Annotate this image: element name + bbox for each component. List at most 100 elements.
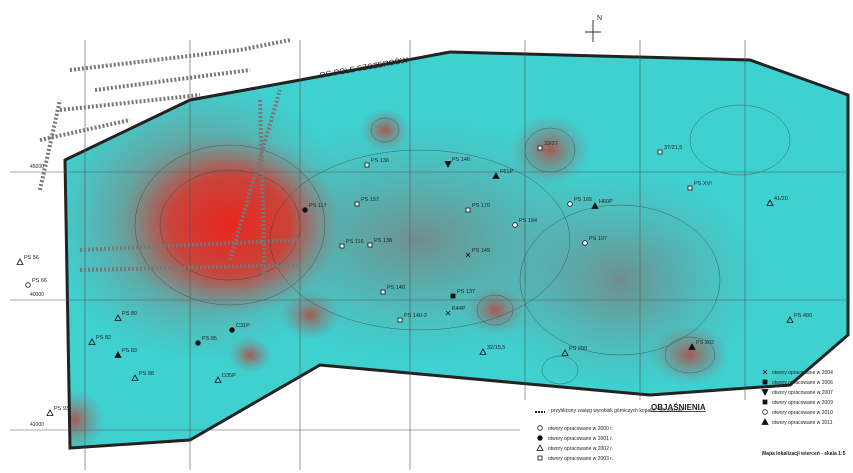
symbol bbox=[537, 435, 543, 441]
symbol bbox=[762, 399, 768, 405]
borehole-label: PS 80 bbox=[122, 311, 137, 317]
symbol bbox=[582, 240, 588, 246]
symbol bbox=[25, 282, 31, 288]
borehole-label: PS 157 bbox=[361, 197, 379, 203]
symbol bbox=[657, 149, 663, 155]
symbol bbox=[88, 338, 96, 345]
borehole-label: PS 165 bbox=[574, 197, 592, 203]
grid-label: 41000 bbox=[30, 422, 44, 428]
symbol bbox=[761, 389, 769, 396]
symbol bbox=[367, 242, 373, 248]
symbol bbox=[444, 161, 452, 168]
symbol bbox=[536, 444, 544, 451]
borehole-label: 33/27 bbox=[544, 141, 558, 147]
symbol bbox=[131, 374, 139, 381]
legend-entry: otwory opracowane w 2000 r. bbox=[548, 426, 613, 432]
symbol bbox=[195, 340, 201, 346]
borehole-label: 37/21,5 bbox=[664, 145, 682, 151]
symbol bbox=[46, 409, 54, 416]
symbol bbox=[465, 207, 471, 213]
borehole-label: PS 146 bbox=[452, 157, 470, 163]
grid-label: 45000 bbox=[30, 164, 44, 170]
borehole-label: PS 194 bbox=[519, 218, 537, 224]
symbol bbox=[229, 327, 235, 333]
legend-entry: otwory opracowane w 2009 bbox=[772, 400, 833, 406]
borehole-label: PS 200 bbox=[569, 346, 587, 352]
symbol bbox=[762, 379, 768, 385]
borehole-label: K44P bbox=[452, 306, 466, 312]
symbol bbox=[114, 351, 122, 358]
symbol bbox=[492, 172, 500, 179]
symbol bbox=[479, 348, 487, 355]
legend-box bbox=[520, 400, 760, 470]
borehole-label: PS 140 bbox=[387, 285, 405, 291]
symbol bbox=[114, 314, 122, 321]
borehole-label: PS 82 bbox=[96, 335, 111, 341]
borehole-label: PS 88 bbox=[139, 371, 154, 377]
legend-entry: otwory opracowane w 2007 bbox=[772, 390, 833, 396]
legend-entry: otwory opracowane w 2003 r. bbox=[548, 456, 613, 462]
symbol bbox=[512, 222, 518, 228]
legend-entry: otwory opracowane w 2001 r. bbox=[548, 436, 613, 442]
borehole-label: PS 93 bbox=[54, 406, 69, 412]
borehole-label: C31P bbox=[236, 323, 250, 329]
borehole-label: PS 490 bbox=[794, 313, 812, 319]
symbol bbox=[450, 293, 456, 299]
borehole-label: PS 136 bbox=[371, 158, 389, 164]
borehole-label: PS 137 bbox=[457, 289, 475, 295]
borehole-label: D35P bbox=[222, 373, 236, 379]
symbol bbox=[766, 199, 774, 206]
legend-entry: otwory opracowane w 2006 bbox=[772, 380, 833, 386]
borehole-label: 32/15,5 bbox=[487, 345, 505, 351]
borehole-label: PS 197 bbox=[589, 236, 607, 242]
borehole-label: PS 149 bbox=[472, 248, 490, 254]
borehole-label: PS 85 bbox=[202, 336, 217, 342]
legend-note: - przybliżony zasięg wyrobisk górniczych… bbox=[548, 408, 685, 414]
borehole-label: PS XVI bbox=[694, 181, 712, 187]
borehole-label: F61P bbox=[500, 169, 513, 175]
borehole-label: H60P bbox=[599, 199, 613, 205]
north-label: N bbox=[597, 15, 602, 22]
symbol bbox=[561, 349, 569, 356]
symbol bbox=[537, 145, 543, 151]
symbol bbox=[786, 316, 794, 323]
symbol bbox=[537, 455, 543, 461]
symbol bbox=[397, 317, 403, 323]
symbol bbox=[762, 409, 768, 415]
symbol bbox=[380, 289, 386, 295]
symbol bbox=[445, 310, 451, 316]
borehole-label: PS 66 bbox=[32, 278, 47, 284]
legend-entry: otwory opracowane w 2010 bbox=[772, 410, 833, 416]
footer: Mapa lokalizacji wierceń - skala 1:5 bbox=[762, 451, 846, 457]
symbol bbox=[591, 202, 599, 209]
borehole-label: PS 117 bbox=[309, 203, 327, 209]
symbol bbox=[567, 201, 573, 207]
borehole-label: PS 202 bbox=[696, 340, 714, 346]
symbol bbox=[761, 418, 769, 425]
north-arrow: N bbox=[585, 15, 602, 42]
borehole-label: 41/20 bbox=[774, 196, 788, 202]
borehole-label: PS 56 bbox=[24, 255, 39, 261]
borehole-label: PS 170 bbox=[472, 203, 490, 209]
symbol bbox=[465, 252, 471, 258]
grid-label: 40000 bbox=[30, 292, 44, 298]
symbol bbox=[354, 201, 360, 207]
borehole-label: PS 116 bbox=[346, 239, 364, 245]
symbol bbox=[537, 425, 543, 431]
symbol bbox=[302, 207, 308, 213]
legend-entry: otwory opracowane w 2011 bbox=[772, 420, 833, 426]
symbol bbox=[16, 258, 24, 265]
legend-entry: otwory opracowane w 2004 bbox=[772, 370, 833, 376]
symbol bbox=[339, 243, 345, 249]
mining-workings bbox=[38, 38, 301, 281]
symbol bbox=[687, 185, 693, 191]
symbol bbox=[762, 369, 768, 375]
legend-title: OBJAŚNIENIA bbox=[651, 403, 706, 412]
legend-entry: otwory opracowane w 2002 r. bbox=[548, 446, 613, 452]
symbol bbox=[364, 162, 370, 168]
borehole-label: PS 83 bbox=[122, 348, 137, 354]
symbol bbox=[214, 376, 222, 383]
symbol bbox=[688, 343, 696, 350]
borehole-label: PS 138 bbox=[374, 238, 392, 244]
